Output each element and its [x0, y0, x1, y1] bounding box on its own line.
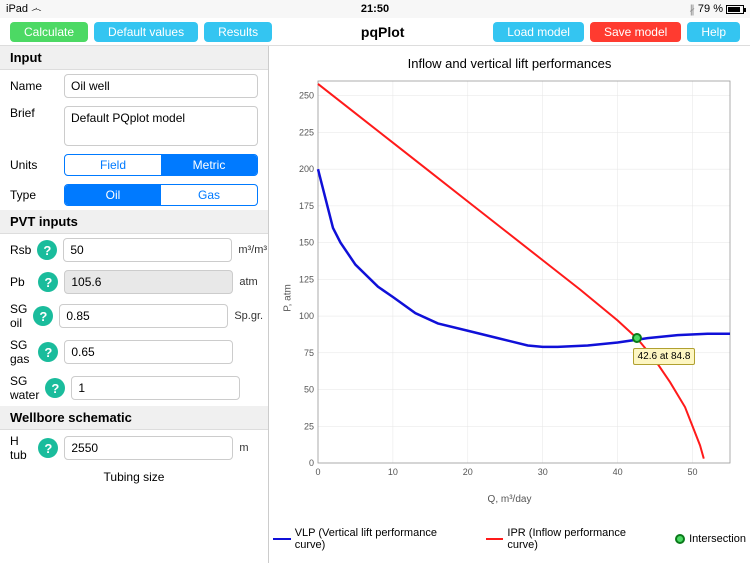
svg-text:75: 75 — [303, 348, 313, 358]
save-model-button[interactable]: Save model — [590, 22, 681, 42]
x-axis-label: Q, m³/day — [488, 494, 532, 505]
help-button[interactable]: Help — [687, 22, 740, 42]
calculate-button[interactable]: Calculate — [10, 22, 88, 42]
battery-pct: 79 % — [698, 3, 723, 15]
type-option-gas[interactable]: Gas — [161, 185, 257, 205]
pvt-input-3[interactable] — [64, 340, 233, 364]
type-segmented: OilGas — [64, 184, 258, 206]
pvt-row-sg-water: SG water? — [0, 370, 268, 406]
htub-row: H tub ? m — [0, 430, 268, 466]
y-axis-label: P, atm — [282, 284, 293, 312]
bluetooth-icon: ∦ — [689, 3, 695, 16]
app-title: pqPlot — [361, 24, 405, 40]
svg-text:250: 250 — [298, 91, 313, 101]
help-icon[interactable]: ? — [38, 272, 58, 292]
units-option-field[interactable]: Field — [65, 155, 161, 175]
brief-label: Brief — [10, 106, 58, 120]
help-icon[interactable]: ? — [38, 438, 58, 458]
svg-text:100: 100 — [298, 311, 313, 321]
svg-text:200: 200 — [298, 164, 313, 174]
svg-text:150: 150 — [298, 238, 313, 248]
htub-unit: m — [239, 442, 258, 454]
legend-ipr: IPR (Inflow performance curve) — [486, 527, 657, 551]
brief-input[interactable] — [64, 106, 258, 146]
results-button[interactable]: Results — [204, 22, 272, 42]
pvt-input-2[interactable] — [59, 304, 228, 328]
svg-text:0: 0 — [315, 467, 320, 477]
legend-intersection-swatch — [675, 534, 685, 544]
help-icon[interactable]: ? — [45, 378, 65, 398]
default-values-button[interactable]: Default values — [94, 22, 198, 42]
device-label: iPad ෴ — [6, 3, 42, 16]
clock: 21:50 — [361, 3, 389, 15]
pvt-label: SG oil — [10, 302, 27, 330]
pvt-row-rsb: Rsb? m³/m³ — [0, 234, 268, 266]
units-segmented: FieldMetric — [64, 154, 258, 176]
svg-text:225: 225 — [298, 127, 313, 137]
battery-icon — [726, 5, 744, 14]
status-bar: iPad ෴ 21:50 ∦ 79 % — [0, 0, 750, 18]
intersection-tooltip: 42.6 at 84.8 — [633, 348, 696, 365]
status-right: ∦ 79 % — [689, 3, 744, 16]
pvt-header: PVT inputs — [0, 210, 268, 234]
legend-vlp-swatch — [273, 538, 291, 540]
svg-text:175: 175 — [298, 201, 313, 211]
wifi-icon: ෴ — [31, 3, 41, 15]
name-row: Name — [0, 70, 268, 102]
pvt-label: Pb — [10, 275, 32, 289]
pvt-input-0[interactable] — [63, 238, 232, 262]
svg-text:10: 10 — [387, 467, 397, 477]
input-panel: Input Name Brief Units FieldMetric Type … — [0, 46, 269, 563]
wellbore-header: Wellbore schematic — [0, 406, 268, 430]
load-model-button[interactable]: Load model — [493, 22, 584, 42]
pvt-input-1[interactable] — [64, 270, 233, 294]
name-label: Name — [10, 79, 58, 93]
svg-text:40: 40 — [612, 467, 622, 477]
pvt-label: SG gas — [10, 338, 32, 366]
help-icon[interactable]: ? — [33, 306, 53, 326]
units-option-metric[interactable]: Metric — [161, 155, 257, 175]
pvt-row-sg-oil: SG oil? Sp.gr. — [0, 298, 268, 334]
chart-legend: VLP (Vertical lift performance curve) IP… — [273, 523, 746, 551]
type-row: Type OilGas — [0, 180, 268, 210]
legend-ipr-swatch — [486, 538, 504, 540]
legend-intersection: Intersection — [675, 527, 746, 551]
type-option-oil[interactable]: Oil — [65, 185, 161, 205]
pvt-label: Rsb — [10, 243, 31, 257]
name-input[interactable] — [64, 74, 258, 98]
units-label: Units — [10, 158, 58, 172]
htub-input[interactable] — [64, 436, 233, 460]
svg-text:25: 25 — [303, 421, 313, 431]
htub-label: H tub — [10, 434, 32, 462]
tubing-size-label: Tubing size — [0, 466, 268, 488]
pvt-row-sg-gas: SG gas? — [0, 334, 268, 370]
pvt-unit: m³/m³ — [238, 244, 267, 256]
pvt-unit: atm — [239, 276, 258, 288]
svg-text:125: 125 — [298, 274, 313, 284]
chart-area: P, atm 0 25 50 75 100 125 150 175 200 225 250 0 10 20… — [280, 73, 740, 523]
pvt-unit: Sp.gr. — [234, 310, 263, 322]
pvt-input-4[interactable] — [71, 376, 240, 400]
chart-title: Inflow and vertical lift performances — [273, 50, 746, 73]
toolbar: Calculate Default values Results pqPlot … — [0, 18, 750, 46]
type-label: Type — [10, 188, 58, 202]
help-icon[interactable]: ? — [37, 240, 57, 260]
intersection-marker — [632, 333, 642, 343]
svg-text:30: 30 — [537, 467, 547, 477]
help-icon[interactable]: ? — [38, 342, 58, 362]
input-header: Input — [0, 46, 268, 70]
pvt-label: SG water — [10, 374, 39, 402]
units-row: Units FieldMetric — [0, 150, 268, 180]
svg-text:0: 0 — [308, 458, 313, 468]
chart-svg: 0 25 50 75 100 125 150 175 200 225 250 0 10 20 30 40 50 — [280, 73, 740, 503]
pvt-row-pb: Pb? atm — [0, 266, 268, 298]
brief-row: Brief — [0, 102, 268, 150]
legend-vlp: VLP (Vertical lift performance curve) — [273, 527, 468, 551]
svg-text:20: 20 — [462, 467, 472, 477]
svg-text:50: 50 — [303, 385, 313, 395]
svg-text:50: 50 — [687, 467, 697, 477]
chart-panel: Inflow and vertical lift performances P,… — [269, 46, 750, 563]
